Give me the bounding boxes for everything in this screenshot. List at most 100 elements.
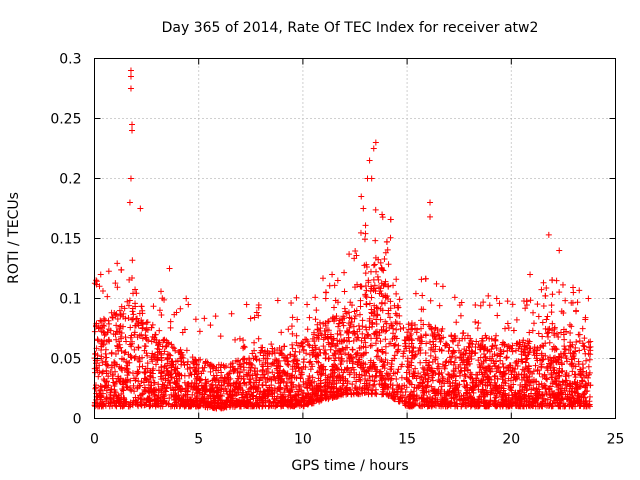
data-point — [486, 302, 493, 309]
data-point — [509, 392, 516, 399]
data-point — [116, 328, 123, 335]
data-point — [228, 397, 235, 404]
data-point — [472, 302, 479, 308]
data-point — [415, 335, 422, 342]
data-point — [521, 398, 528, 405]
data-point — [141, 386, 148, 393]
data-point — [532, 391, 539, 398]
data-point — [320, 336, 327, 343]
data-point — [207, 322, 214, 329]
data-point — [569, 368, 576, 375]
data-point — [164, 356, 171, 363]
data-point — [363, 369, 370, 376]
data-point — [362, 375, 369, 382]
data-point — [334, 365, 341, 372]
data-point — [158, 389, 165, 396]
data-point — [134, 320, 141, 327]
data-point — [424, 370, 431, 377]
data-point — [484, 365, 491, 372]
data-point — [500, 401, 507, 408]
data-point — [311, 378, 318, 385]
data-point — [385, 310, 392, 317]
x-tick-label: 15 — [398, 432, 416, 448]
data-point — [309, 335, 316, 342]
data-point — [470, 389, 477, 396]
data-point — [161, 336, 168, 343]
data-point — [139, 335, 146, 342]
data-point — [257, 349, 264, 356]
data-point — [100, 401, 107, 408]
data-point — [362, 349, 369, 356]
data-point — [345, 334, 352, 341]
data-point — [403, 398, 410, 405]
data-point — [472, 349, 479, 356]
data-point — [154, 345, 161, 352]
data-point — [108, 364, 115, 371]
data-point — [431, 348, 438, 355]
data-point — [392, 370, 399, 377]
data-point — [109, 314, 116, 321]
data-point — [338, 355, 345, 362]
data-point — [134, 399, 141, 406]
data-point — [175, 392, 182, 399]
data-point — [333, 313, 340, 320]
data-point — [572, 374, 579, 381]
data-point — [369, 323, 376, 330]
data-point — [550, 364, 557, 371]
data-point — [172, 347, 179, 354]
data-point — [289, 341, 296, 348]
data-point — [566, 382, 573, 389]
data-point — [357, 283, 364, 290]
data-point — [558, 360, 565, 367]
data-point — [446, 371, 453, 378]
data-point — [552, 358, 559, 365]
data-point — [109, 314, 116, 321]
data-point — [312, 346, 319, 353]
data-point — [131, 346, 138, 353]
data-point — [477, 378, 484, 385]
data-point — [354, 361, 361, 368]
data-point — [571, 371, 578, 378]
data-point — [334, 340, 341, 347]
data-point — [188, 396, 195, 403]
data-point — [412, 325, 419, 332]
data-point — [107, 391, 114, 398]
data-point — [428, 383, 435, 390]
peak-point — [366, 157, 373, 164]
data-point — [449, 387, 456, 394]
data-point — [519, 395, 526, 402]
data-point — [468, 402, 475, 409]
data-point — [480, 299, 487, 306]
data-point — [362, 339, 369, 346]
data-point — [123, 358, 130, 365]
data-point — [519, 383, 526, 390]
data-point — [161, 382, 168, 389]
data-point — [580, 398, 587, 405]
data-point — [166, 395, 173, 402]
data-point — [401, 382, 408, 389]
data-point — [341, 269, 348, 276]
data-point — [304, 384, 311, 391]
data-point — [428, 344, 435, 351]
data-point — [130, 382, 137, 389]
data-point — [341, 288, 348, 295]
data-point — [524, 342, 531, 349]
data-point — [98, 339, 105, 346]
data-point — [291, 353, 298, 360]
data-point — [329, 367, 336, 374]
data-point — [218, 361, 225, 368]
data-point — [176, 371, 183, 378]
data-point — [113, 322, 120, 329]
data-point — [143, 319, 150, 326]
data-point — [104, 293, 111, 300]
data-point — [436, 379, 443, 386]
data-point — [164, 351, 171, 358]
data-point — [246, 379, 253, 386]
data-point — [310, 329, 317, 336]
data-point — [376, 332, 383, 339]
data-point — [491, 400, 498, 407]
data-point — [114, 315, 121, 322]
data-point — [277, 379, 284, 386]
data-point — [575, 358, 582, 365]
data-point — [482, 366, 489, 373]
